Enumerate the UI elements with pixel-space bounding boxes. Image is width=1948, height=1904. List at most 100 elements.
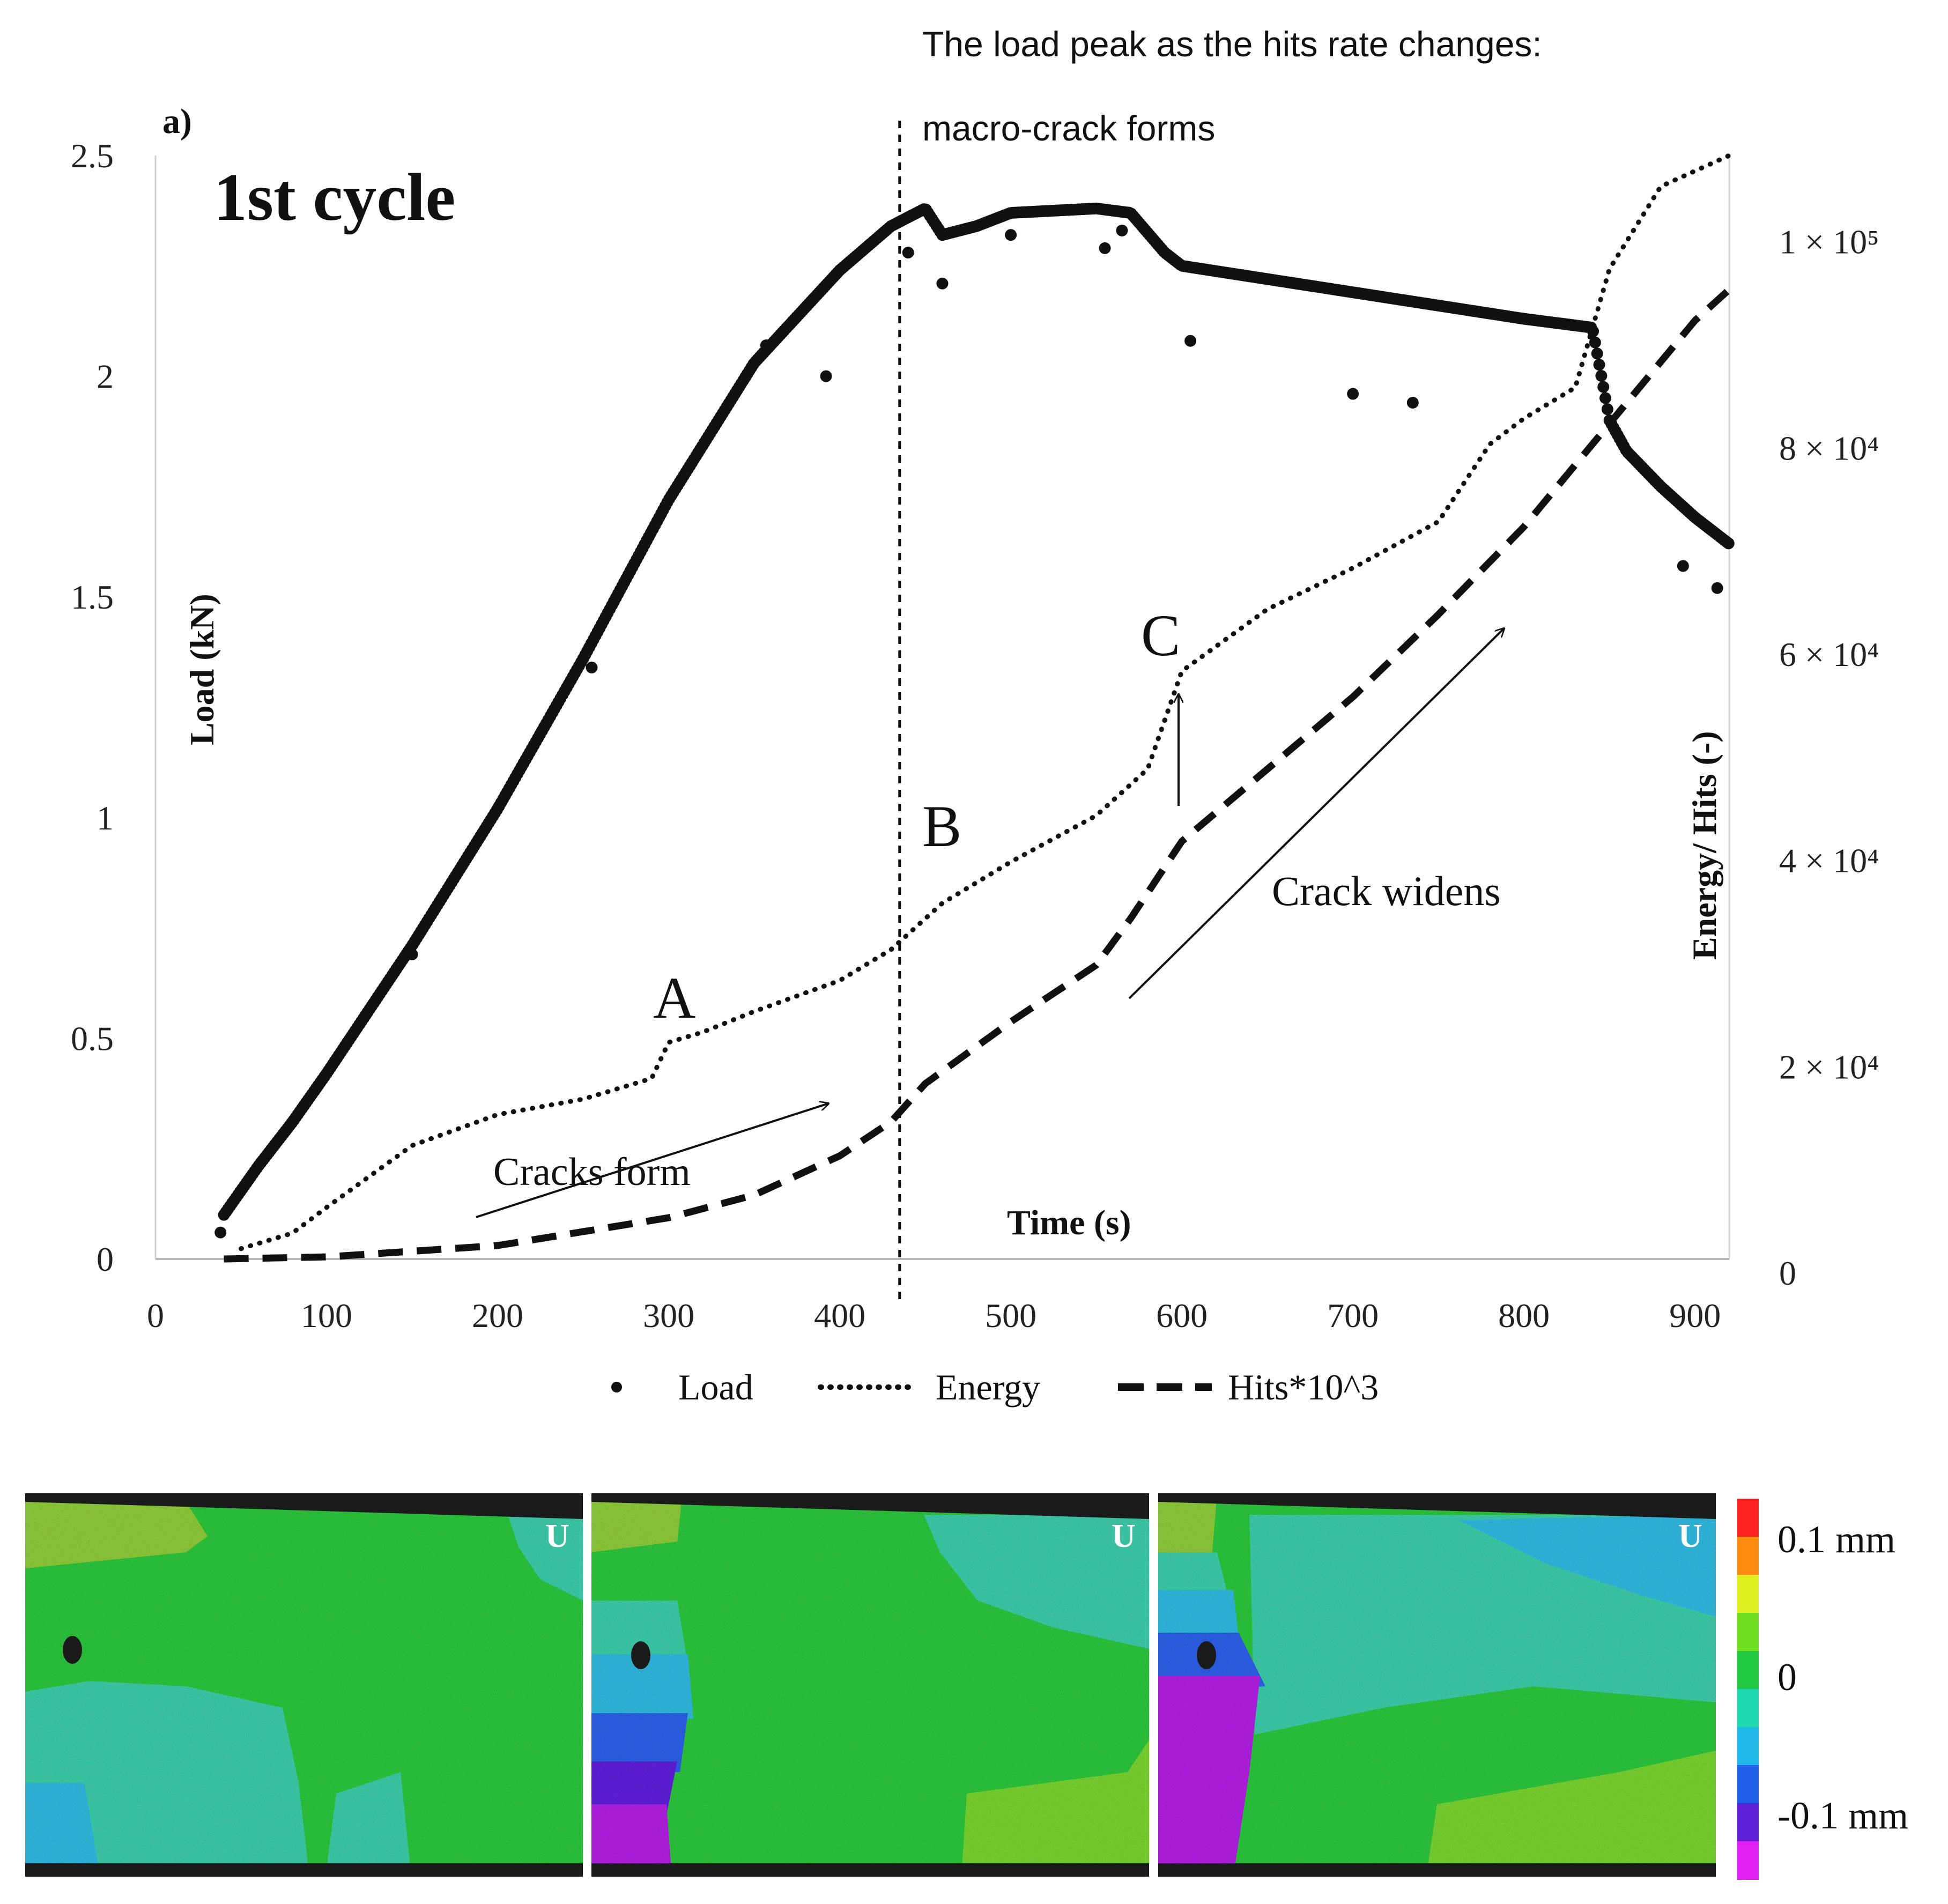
panel-label: a) [162, 102, 192, 141]
colorbar-segment [1737, 1841, 1759, 1880]
map-2-top-edge [591, 1493, 1149, 1519]
y-axis-label: Load (kN) [183, 594, 221, 745]
map-3-region-lightblue-top [1458, 1515, 1716, 1617]
map-1-region-teal [25, 1681, 309, 1877]
cycle-label: 1st cycle [213, 160, 455, 235]
map-2-region-indigo [591, 1761, 677, 1815]
y-tick-label: 0 [97, 1240, 114, 1278]
load-point-outlier [1711, 582, 1723, 594]
load-point-outlier [1347, 388, 1359, 400]
y-tick-labels: 0 0.5 1 1.5 2 2.5 [71, 137, 114, 1278]
legend-load-swatch [611, 1382, 622, 1392]
x-tick-label: 100 [301, 1297, 352, 1335]
map-2-region-olive [591, 1493, 683, 1552]
map-3-region-purple [1158, 1676, 1260, 1877]
map-1-region-teal-top [508, 1515, 583, 1601]
map-3-region-lightblue [1158, 1590, 1239, 1638]
colorbar-segment [1737, 1537, 1759, 1575]
y2-tick-label: 2 × 10⁴ [1779, 1048, 1879, 1086]
x-tick-label: 300 [643, 1297, 694, 1335]
map-1-region-olive [25, 1493, 208, 1568]
crack-widens-label: Crack widens [1272, 868, 1501, 914]
legend-energy-label: Energy [936, 1367, 1040, 1407]
load-point [1589, 336, 1601, 349]
colorbar-segment [1737, 1727, 1759, 1766]
map-3-region-teal-left [1158, 1552, 1228, 1595]
x-tick-label: 0 [147, 1297, 164, 1335]
chart-legend: Load Energy Hits*10^3 [611, 1367, 1379, 1407]
map-2-u-marker: U [1112, 1518, 1136, 1554]
load-point-outlier [586, 661, 598, 673]
series-hits-10-3-line [224, 287, 1732, 1263]
load-point-outlier [1677, 560, 1689, 572]
phase-label-a: A [653, 965, 695, 1031]
map-3-region-olive [1158, 1493, 1217, 1563]
load-point [1591, 347, 1603, 360]
map-2-hole [631, 1641, 650, 1669]
series-load [214, 202, 1735, 1239]
x-tick-labels: 0 100 200 300 400 500 600 700 800 900 [147, 1297, 1721, 1335]
legend-load-label: Load [678, 1367, 753, 1407]
colorbar [1737, 1499, 1759, 1880]
x-tick-label: 700 [1327, 1297, 1379, 1335]
y2-axis-label: Energy/ Hits (-) [1685, 731, 1723, 960]
dic-map-2: U [591, 1493, 1149, 1877]
map-3-u-marker: U [1678, 1518, 1702, 1554]
load-point-outlier [760, 339, 772, 351]
cracks-form-label: Cracks form [493, 1150, 691, 1194]
header-note: The load peak as the hits rate changes: [922, 24, 1542, 64]
series-layer [214, 153, 1735, 1263]
dic-maps: U U [25, 1493, 1908, 1880]
x-tick-label: 800 [1498, 1297, 1550, 1335]
colorbar-segment [1737, 1765, 1759, 1804]
load-point-outlier [1116, 224, 1128, 236]
colorbar-label-top: 0.1 mm [1777, 1518, 1895, 1561]
series-energy-line [239, 153, 1732, 1251]
y2-tick-labels: 0 2 × 10⁴ 4 × 10⁴ 6 × 10⁴ 8 × 10⁴ 1 × 10⁵ [1779, 223, 1879, 1292]
map-2-region-lime [961, 1740, 1149, 1877]
colorbar-label-zero: 0 [1777, 1656, 1797, 1699]
map-1-top-edge [25, 1493, 583, 1519]
x-tick-label: 900 [1669, 1297, 1721, 1335]
dic-map-1: U [25, 1493, 583, 1877]
load-point-outlier [214, 1226, 227, 1239]
colorbar-segment [1737, 1499, 1759, 1537]
x-tick-label: 400 [814, 1297, 865, 1335]
y-tick-label: 2.5 [71, 137, 114, 175]
x-tick-label: 500 [985, 1297, 1036, 1335]
load-point-outlier [406, 948, 418, 960]
map-2-region-teal-left [591, 1601, 688, 1665]
map-1-region-teal-bottom [325, 1772, 411, 1877]
colorbar-segment [1737, 1803, 1759, 1842]
y-tick-label: 0.5 [71, 1019, 114, 1057]
map-2-region-blue [591, 1713, 688, 1772]
map-1-region-lightblue [25, 1783, 100, 1877]
legend-hits-label: Hits*10^3 [1228, 1367, 1379, 1407]
y-tick-label: 1.5 [71, 578, 114, 616]
load-point-outlier [1005, 229, 1017, 241]
map-1-hole [63, 1636, 82, 1664]
map-2-region-purple [591, 1804, 672, 1877]
map-3-bottom-edge [1158, 1863, 1716, 1877]
map-3-top-edge [1158, 1493, 1716, 1519]
x-tick-label: 200 [472, 1297, 523, 1335]
y2-tick-label: 4 × 10⁴ [1779, 842, 1879, 880]
load-point-outlier [936, 277, 949, 290]
colorbar-segment [1737, 1689, 1759, 1728]
phase-label-b: B [922, 794, 961, 859]
load-point [1593, 359, 1605, 371]
map-2-bottom-edge [591, 1863, 1149, 1877]
colorbar-label-bottom: -0.1 mm [1777, 1794, 1908, 1837]
load-point-outlier [820, 370, 832, 382]
y2-tick-label: 6 × 10⁴ [1779, 635, 1879, 673]
y-tick-label: 1 [97, 799, 114, 837]
load-point-outlier [1184, 335, 1197, 347]
load-point [1595, 369, 1608, 382]
crack-widens-arrow [1128, 628, 1504, 999]
colorbar-segment [1737, 1613, 1759, 1651]
load-point-outlier [1099, 242, 1111, 254]
chart-plot-area: 0 100 200 300 400 500 600 700 800 900 0 0.5 1 1.5 2 2.… [71, 121, 1879, 1335]
x-tick-label: 600 [1156, 1297, 1208, 1335]
load-point-outlier [902, 247, 914, 259]
